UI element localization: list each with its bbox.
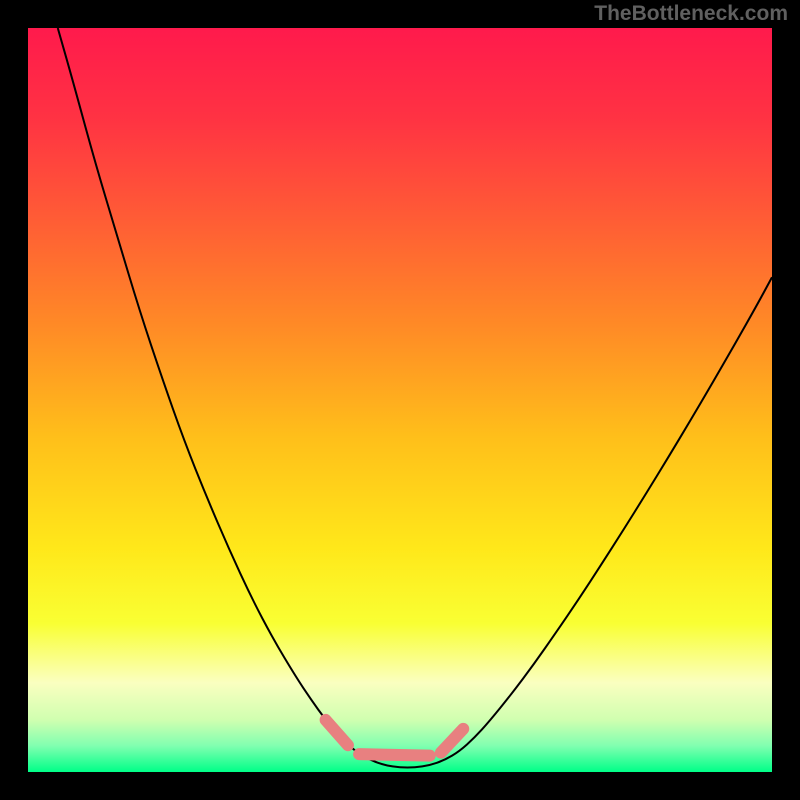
plot-area <box>28 28 772 772</box>
plot-svg <box>28 28 772 772</box>
highlight-segment <box>359 754 430 755</box>
chart-frame: TheBottleneck.com <box>0 0 800 800</box>
watermark-text: TheBottleneck.com <box>594 2 788 26</box>
gradient-background <box>28 28 772 772</box>
